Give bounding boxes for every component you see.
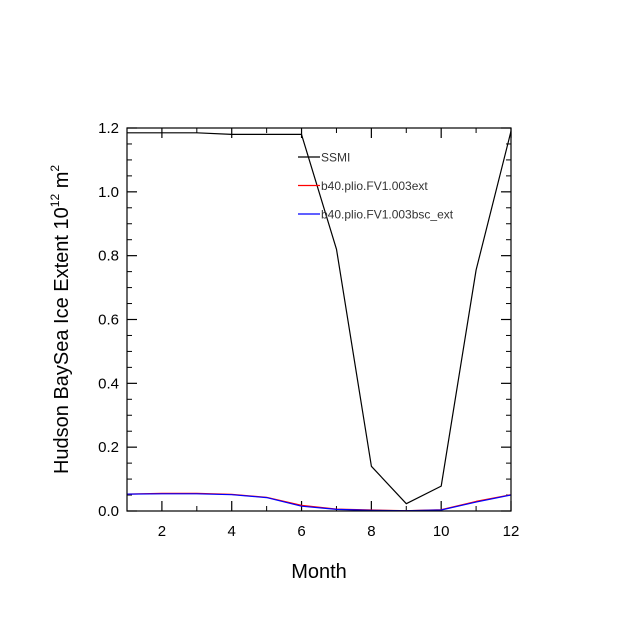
- y-tick-label: 0.6: [98, 312, 119, 329]
- y-tick-label: 0.4: [98, 375, 119, 392]
- legend-label-3: b40.plio.FV1.003bsc_ext: [321, 208, 454, 222]
- x-tick-label: 4: [228, 523, 236, 540]
- plot-frame: [126, 127, 512, 512]
- legend: SSMI b40.plio.FV1.003ext b40.plio.FV1.003b…: [298, 151, 454, 222]
- y-tick-label: 1.0: [98, 184, 119, 201]
- x-tick-label: 12: [503, 523, 520, 540]
- y-axis-title-unit: m: [51, 172, 73, 194]
- y-axis-title-main: Hudson BaySea Ice Extent 10: [51, 207, 73, 474]
- tick-labels: 2 4 6 8 10 12 0.0 0.2 0.4 0.6 0.8 1.0 1.2: [98, 120, 519, 540]
- x-tick-label: 6: [297, 523, 305, 540]
- y-tick-label: 0.0: [98, 503, 119, 520]
- x-tick-label: 10: [433, 523, 450, 540]
- y-axis-title-unit-exponent: 2: [48, 165, 62, 172]
- y-tick-label: 0.2: [98, 439, 119, 456]
- y-axis-title: Hudson BaySea Ice Extent 1012 m2: [48, 165, 73, 474]
- legend-label-2: b40.plio.FV1.003ext: [321, 179, 428, 193]
- x-tick-label: 8: [367, 523, 375, 540]
- x-axis-title: Month: [291, 561, 347, 583]
- series-line-1: [127, 131, 512, 505]
- legend-label-1: SSMI: [321, 151, 350, 165]
- series-line-3: [126, 493, 512, 512]
- y-axis-title-exponent: 12: [48, 194, 62, 208]
- y-tick-label: 0.8: [98, 248, 119, 265]
- series-layer: [126, 131, 512, 512]
- x-tick-label: 2: [158, 523, 166, 540]
- y-tick-label: 1.2: [98, 120, 119, 137]
